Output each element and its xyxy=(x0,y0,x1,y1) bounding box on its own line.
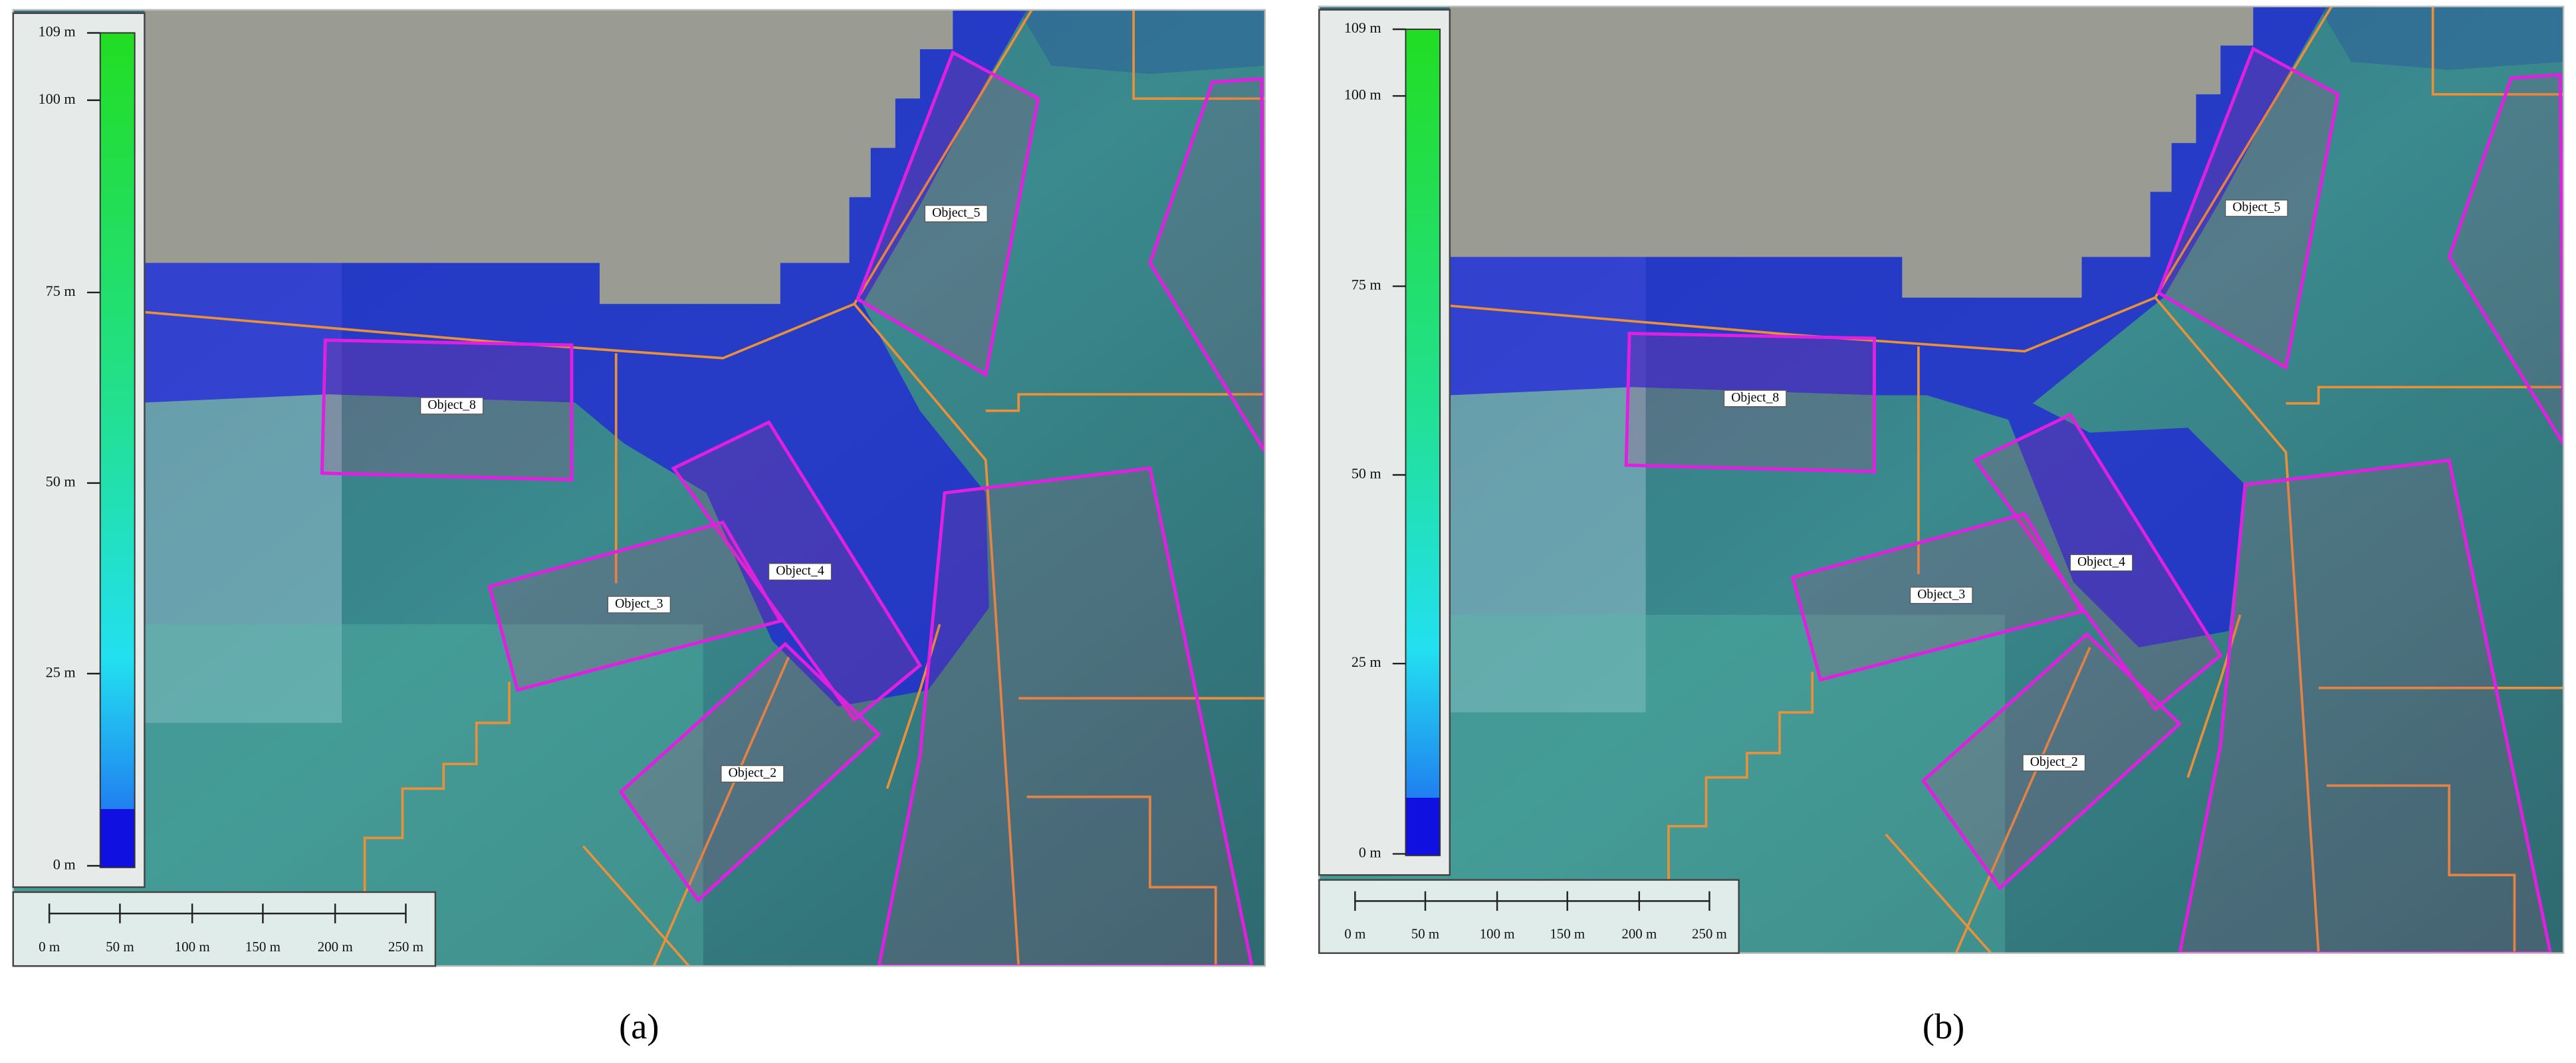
boundary-line xyxy=(2186,614,2242,778)
object-label: Object_3 xyxy=(1917,588,1965,602)
object-label-box xyxy=(924,205,988,223)
flood-zone xyxy=(144,9,1027,707)
boundary-line xyxy=(1026,795,1217,967)
boundary-line xyxy=(1885,833,1993,953)
panel-caption: (a) xyxy=(619,1006,659,1046)
boundary-line xyxy=(144,9,1033,360)
object-area xyxy=(877,466,1254,967)
legend-label: 100 m xyxy=(1344,86,1381,102)
flood-right xyxy=(2318,6,2564,70)
boundary-line xyxy=(2154,296,2320,953)
object-label-box xyxy=(607,596,671,614)
map-panel: Object_5 Object_8 Object_4 Object_3 Object_2… xyxy=(1318,5,2565,954)
boundary-line xyxy=(853,303,1020,967)
object-label-box xyxy=(420,397,484,415)
scale-label: 250 m xyxy=(388,939,423,955)
scale-label: 150 m xyxy=(1550,926,1585,942)
object-area xyxy=(2178,458,2553,953)
legend-label: 50 m xyxy=(46,473,76,490)
scale-label: 100 m xyxy=(175,939,210,955)
object-area xyxy=(1148,77,1265,455)
legend-label: 75 m xyxy=(46,283,76,299)
object-label: Object_4 xyxy=(2077,555,2125,569)
scale-label: 0 m xyxy=(1344,926,1365,942)
scale-label: 150 m xyxy=(245,939,281,955)
object-label-box xyxy=(721,765,784,782)
object-label: Object_2 xyxy=(2030,755,2078,769)
legend-label: 25 m xyxy=(46,663,76,680)
flood-zone xyxy=(1449,6,2327,648)
object-label: Object_5 xyxy=(932,205,981,220)
object-label: Object_8 xyxy=(1731,391,1779,405)
boundary-line xyxy=(1954,646,2091,953)
legend-label: 0 m xyxy=(1359,844,1381,861)
boundary-line xyxy=(885,624,941,789)
object-label-box xyxy=(2022,754,2086,772)
boundary-line xyxy=(295,681,511,897)
map-layer xyxy=(13,9,1265,967)
object-label-box xyxy=(2069,554,2133,572)
panel-caption: (b) xyxy=(1923,1006,1964,1046)
scale-label: 200 m xyxy=(318,939,353,955)
boundary-line xyxy=(582,845,691,967)
object-area xyxy=(2447,72,2564,447)
scale-label: 200 m xyxy=(1621,926,1657,942)
map-layer xyxy=(1319,6,2564,953)
legend-label: 0 m xyxy=(53,856,76,873)
scale-label: 250 m xyxy=(1692,926,1727,942)
object-label-box xyxy=(1909,586,1973,604)
scale-box xyxy=(12,891,437,967)
color-bar xyxy=(1405,29,1441,856)
water xyxy=(144,9,953,304)
object-label: Object_8 xyxy=(427,398,476,412)
scale-label: 50 m xyxy=(106,939,134,955)
scale-box xyxy=(1318,879,1740,954)
map-panel: Object_5 Object_8 Object_4 Object_3 Object_2… xyxy=(12,9,1266,967)
object-label: Object_4 xyxy=(776,564,824,578)
legend-label: 100 m xyxy=(38,90,75,107)
water xyxy=(1449,6,2254,298)
object-label: Object_3 xyxy=(615,596,663,611)
object-label-box xyxy=(1723,390,1787,408)
flood-right xyxy=(1018,9,1265,74)
legend-label: 75 m xyxy=(1351,277,1381,293)
legend-label: 25 m xyxy=(1351,653,1381,670)
scale-label: 50 m xyxy=(1411,926,1439,942)
boundary-line xyxy=(2326,784,2516,953)
boundary-line xyxy=(2285,386,2564,405)
object-label-box xyxy=(768,563,832,581)
boundary-line xyxy=(1599,671,1814,885)
legend-label: 50 m xyxy=(1351,465,1381,481)
scale-label: 100 m xyxy=(1480,926,1515,942)
boundary-line xyxy=(985,393,1265,412)
scale-label: 0 m xyxy=(39,939,60,955)
object-label: Object_2 xyxy=(729,766,776,780)
color-bar xyxy=(99,32,136,868)
legend-label: 109 m xyxy=(1344,19,1381,36)
object-label-box xyxy=(2225,199,2288,217)
boundary-line xyxy=(652,656,790,967)
object-label: Object_5 xyxy=(2232,201,2280,215)
boundary-line xyxy=(2431,6,2564,96)
boundary-line xyxy=(1449,6,2333,353)
legend-label: 109 m xyxy=(38,23,75,40)
boundary-line xyxy=(1132,9,1265,100)
